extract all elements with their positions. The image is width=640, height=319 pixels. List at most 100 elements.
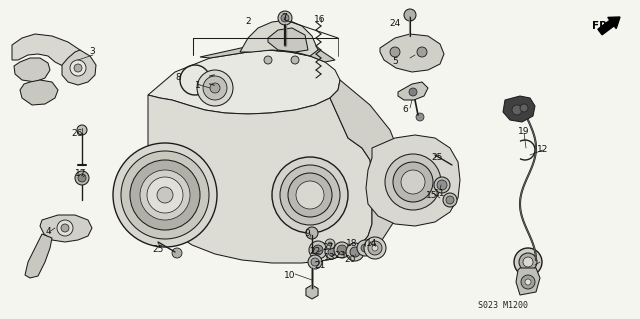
Polygon shape — [366, 135, 460, 226]
Circle shape — [328, 248, 336, 256]
Text: 21: 21 — [314, 262, 326, 271]
Text: 20: 20 — [344, 255, 356, 263]
Text: 5: 5 — [392, 56, 398, 65]
Text: FR.: FR. — [592, 21, 611, 31]
Polygon shape — [240, 20, 318, 56]
Circle shape — [278, 11, 292, 25]
Circle shape — [409, 88, 417, 96]
Circle shape — [306, 227, 318, 239]
Circle shape — [416, 113, 424, 121]
Text: 12: 12 — [538, 145, 548, 154]
Circle shape — [520, 104, 528, 112]
Circle shape — [372, 245, 378, 251]
Circle shape — [390, 47, 400, 57]
Polygon shape — [148, 50, 340, 114]
Circle shape — [203, 76, 227, 100]
Polygon shape — [398, 82, 428, 100]
Circle shape — [346, 243, 364, 261]
Circle shape — [385, 154, 441, 210]
Text: 25: 25 — [152, 244, 164, 254]
Circle shape — [448, 161, 458, 171]
Circle shape — [121, 151, 209, 239]
Text: 27: 27 — [323, 242, 333, 251]
Text: 14: 14 — [366, 240, 378, 249]
Circle shape — [334, 242, 350, 258]
Circle shape — [434, 177, 450, 193]
Circle shape — [401, 170, 425, 194]
FancyArrow shape — [598, 17, 620, 35]
Circle shape — [337, 245, 347, 255]
Polygon shape — [330, 80, 400, 250]
Text: 7: 7 — [281, 13, 287, 23]
Circle shape — [291, 56, 299, 64]
Circle shape — [113, 143, 217, 247]
Circle shape — [519, 253, 537, 271]
Circle shape — [325, 245, 339, 259]
Text: 19: 19 — [518, 127, 530, 136]
Circle shape — [514, 248, 542, 276]
Polygon shape — [12, 34, 85, 68]
Circle shape — [350, 247, 360, 257]
Text: 25: 25 — [431, 153, 443, 162]
Circle shape — [309, 241, 327, 259]
Circle shape — [393, 162, 433, 202]
Circle shape — [74, 64, 82, 72]
Circle shape — [157, 187, 173, 203]
Circle shape — [75, 171, 89, 185]
Circle shape — [404, 9, 416, 21]
Circle shape — [70, 60, 86, 76]
Circle shape — [361, 244, 369, 252]
Polygon shape — [148, 95, 372, 263]
Circle shape — [130, 160, 200, 230]
Text: 16: 16 — [314, 16, 326, 25]
Text: 22: 22 — [309, 248, 321, 256]
Text: 18: 18 — [346, 240, 358, 249]
Circle shape — [264, 56, 272, 64]
Circle shape — [328, 242, 332, 246]
Circle shape — [325, 239, 335, 249]
Circle shape — [437, 180, 447, 190]
Text: 8: 8 — [175, 73, 181, 83]
Circle shape — [172, 248, 182, 258]
Circle shape — [417, 47, 427, 57]
Text: 1: 1 — [195, 80, 201, 90]
Circle shape — [57, 220, 73, 236]
Polygon shape — [306, 285, 318, 299]
Text: S023 M1200: S023 M1200 — [478, 300, 528, 309]
Circle shape — [147, 177, 183, 213]
Text: 23: 23 — [334, 251, 346, 261]
Polygon shape — [503, 96, 535, 122]
Circle shape — [525, 279, 531, 285]
Circle shape — [140, 170, 190, 220]
Circle shape — [296, 181, 324, 209]
Circle shape — [77, 125, 87, 135]
Text: 2: 2 — [245, 17, 251, 26]
Circle shape — [357, 240, 373, 256]
Polygon shape — [380, 34, 444, 72]
Circle shape — [446, 196, 454, 204]
Polygon shape — [268, 28, 308, 52]
Polygon shape — [200, 44, 335, 62]
Polygon shape — [40, 215, 92, 242]
Circle shape — [280, 165, 340, 225]
Circle shape — [308, 255, 322, 269]
Text: 6: 6 — [402, 106, 408, 115]
Circle shape — [443, 193, 457, 207]
Circle shape — [313, 245, 323, 255]
Circle shape — [78, 174, 86, 182]
Circle shape — [368, 241, 382, 255]
Circle shape — [311, 258, 319, 266]
Polygon shape — [62, 50, 96, 85]
Text: 3: 3 — [89, 48, 95, 56]
Text: 15: 15 — [426, 191, 438, 201]
Polygon shape — [20, 80, 58, 105]
Circle shape — [288, 173, 332, 217]
Text: 9: 9 — [304, 229, 310, 239]
Text: 4: 4 — [45, 227, 51, 236]
Polygon shape — [25, 234, 52, 278]
Polygon shape — [516, 268, 540, 295]
Text: 11: 11 — [435, 189, 445, 197]
Circle shape — [61, 224, 69, 232]
Circle shape — [364, 237, 386, 259]
Circle shape — [210, 83, 220, 93]
